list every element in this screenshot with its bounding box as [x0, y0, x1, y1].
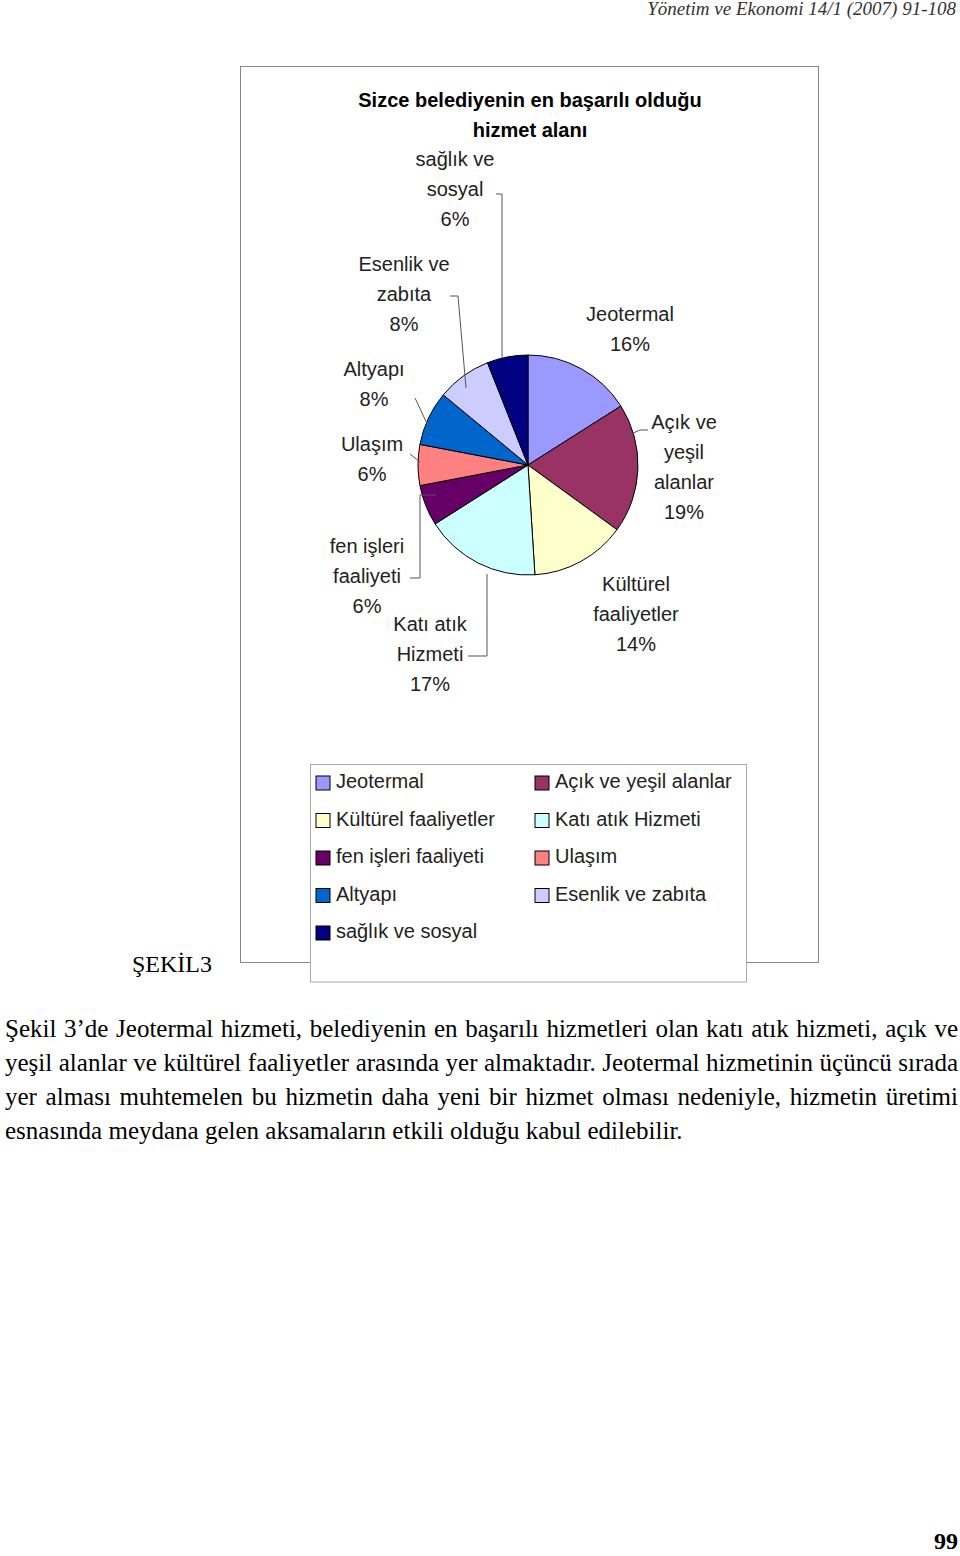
legend-label: Jeotermal: [336, 770, 424, 792]
legend-label: Esenlik ve zabıta: [555, 883, 707, 905]
slice-label: sağlık vesosyal: [416, 148, 495, 200]
legend-swatch: [316, 776, 330, 790]
legend-label: Ulaşım: [555, 845, 617, 867]
legend-label: sağlık ve sosyal: [336, 920, 477, 942]
data-label: 6%: [358, 463, 387, 485]
legend-swatch: [535, 776, 549, 790]
paragraph: Şekil 3’de Jeotermal hizmeti, belediyeni…: [5, 1012, 958, 1148]
legend-swatch: [535, 889, 549, 903]
pie-slice: [528, 465, 617, 575]
leader-line: [410, 454, 420, 462]
leader-line: [415, 398, 430, 430]
legend-label: Katı atık Hizmeti: [555, 808, 701, 830]
legend-swatch: [535, 814, 549, 828]
data-label: 8%: [360, 388, 389, 410]
slice-label: Katı atıkHizmeti: [393, 613, 467, 665]
data-label: 8%: [390, 313, 419, 335]
slice-label: Açık veyeşilalanlar: [651, 411, 717, 493]
legend-swatch: [316, 889, 330, 903]
legend-swatch: [316, 814, 330, 828]
data-label: 6%: [441, 208, 470, 230]
leader-line: [450, 296, 466, 388]
slice-label: Altyapı: [343, 358, 404, 380]
data-label: 19%: [664, 501, 704, 523]
leader-line: [410, 495, 436, 578]
legend-swatch: [316, 926, 330, 940]
leader-line: [496, 194, 502, 358]
legend-swatch: [316, 851, 330, 865]
legend-label: Kültürel faaliyetler: [336, 808, 495, 830]
legend-box: [311, 765, 747, 983]
figure-label: ŞEKİL3: [132, 951, 212, 977]
chart-title: Sizce belediyenin en başarılı olduğuhizm…: [358, 89, 701, 141]
legend-label: Açık ve yeşil alanlar: [555, 770, 732, 792]
legend-swatch: [535, 851, 549, 865]
data-label: 14%: [616, 633, 656, 655]
data-label: 17%: [410, 673, 450, 695]
slice-label: fen işlerifaaliyeti: [330, 535, 404, 587]
slice-label: Kültürelfaaliyetler: [593, 573, 679, 625]
running-header: Yönetim ve Ekonomi 14/1 (2007) 91-108: [647, 0, 956, 20]
legend-label: Altyapı: [336, 883, 397, 905]
pie: [418, 355, 638, 575]
page-number: 99: [934, 1528, 958, 1555]
data-label: 16%: [610, 333, 650, 355]
slice-label: Jeotermal: [586, 303, 674, 325]
slice-label: Ulaşım: [341, 433, 403, 455]
legend-label: fen işleri faaliyeti: [336, 845, 484, 867]
slice-label: Esenlik vezabıta: [358, 253, 449, 305]
data-label: 6%: [353, 595, 382, 617]
figure: Sizce belediyenin en başarılı olduğuhizm…: [0, 0, 960, 1000]
leader-line: [622, 430, 648, 438]
leader-line: [468, 574, 487, 656]
pie-slice: [488, 355, 528, 465]
